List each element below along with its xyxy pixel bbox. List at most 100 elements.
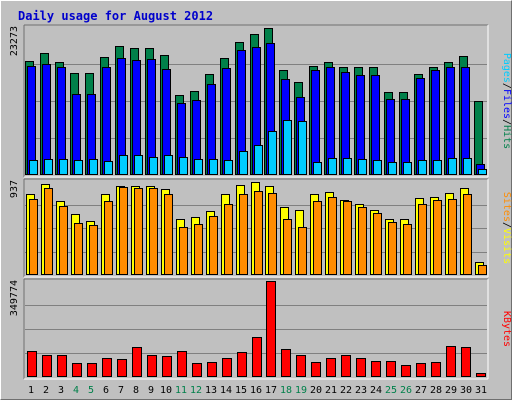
bar-kbytes-day-20 <box>311 362 321 377</box>
bar-sites-day-24 <box>373 213 382 275</box>
bar-sites-day-22 <box>343 201 352 275</box>
bar-sites-day-3 <box>59 206 68 275</box>
legend-visits-sites: Sites/Visits <box>501 192 512 264</box>
bar-kbytes-day-8 <box>132 347 142 377</box>
bar-sites-day-19 <box>298 227 307 275</box>
bar-pages-day-16 <box>254 145 263 175</box>
bar-kbytes-day-10 <box>162 356 172 377</box>
bar-sites-day-14 <box>224 204 233 275</box>
day-label-22: 22 <box>340 385 352 396</box>
bar-kbytes-day-16 <box>252 337 262 377</box>
legend-separator: / <box>501 83 512 89</box>
bar-files-day-14 <box>222 68 231 175</box>
bar-pages-day-31 <box>478 169 487 175</box>
day-axis: 1 2 3 4 5 6 7 8 9 10 11 12 13 14 15 16 17 18 19 20 21 22 23 24 2… <box>28 385 487 396</box>
bar-sites-day-7 <box>119 187 128 275</box>
day-label-25: 25 <box>385 385 397 396</box>
day-label-18: 18 <box>280 385 292 396</box>
day-label-28: 28 <box>430 385 442 396</box>
bar-pages-day-23 <box>358 159 367 175</box>
bar-pages-day-18 <box>283 120 292 175</box>
legend-separator: / <box>501 222 512 228</box>
bar-pages-day-2 <box>44 159 53 175</box>
bar-sites-day-2 <box>44 188 53 275</box>
bar-pages-day-7 <box>119 155 128 175</box>
bar-sites-day-20 <box>313 201 322 275</box>
bar-kbytes-day-31 <box>476 373 486 377</box>
bar-files-day-28 <box>431 70 440 175</box>
bar-pages-day-13 <box>209 159 218 175</box>
bar-kbytes-day-24 <box>371 361 381 377</box>
day-label-23: 23 <box>355 385 367 396</box>
bar-pages-day-27 <box>418 160 427 175</box>
bar-kbytes-day-23 <box>356 358 366 377</box>
bar-sites-day-28 <box>433 200 442 275</box>
day-label-15: 15 <box>235 385 247 396</box>
bar-sites-day-1 <box>29 199 38 275</box>
bar-sites-day-23 <box>358 207 367 275</box>
day-label-6: 6 <box>103 385 109 396</box>
bar-pages-day-17 <box>268 131 277 175</box>
bar-kbytes-day-27 <box>416 363 426 377</box>
day-label-5: 5 <box>88 385 94 396</box>
day-label-8: 8 <box>133 385 139 396</box>
bar-pages-day-30 <box>463 158 472 175</box>
bar-sites-day-26 <box>403 224 412 275</box>
y-max-label: 937 <box>9 180 20 198</box>
day-label-1: 1 <box>28 385 34 396</box>
legend-hits: Hits <box>501 125 512 149</box>
day-label-7: 7 <box>118 385 124 396</box>
day-label-19: 19 <box>295 385 307 396</box>
bar-kbytes-day-15 <box>237 352 247 377</box>
day-label-29: 29 <box>445 385 457 396</box>
bar-pages-day-28 <box>433 160 442 175</box>
bar-sites-day-18 <box>283 219 292 275</box>
day-label-14: 14 <box>220 385 232 396</box>
day-label-2: 2 <box>43 385 49 396</box>
bar-sites-day-4 <box>74 223 83 275</box>
bar-kbytes-day-2 <box>42 355 52 377</box>
bar-files-day-20 <box>311 70 320 175</box>
legend-sites: Sites <box>501 192 512 222</box>
bar-pages-day-22 <box>343 158 352 175</box>
bar-sites-day-5 <box>89 225 98 275</box>
bar-pages-day-6 <box>104 161 113 175</box>
bar-sites-day-16 <box>254 191 263 275</box>
bar-kbytes-day-25 <box>386 361 396 377</box>
legend-separator: / <box>501 119 512 125</box>
bar-kbytes-day-9 <box>147 355 157 377</box>
bar-files-day-1 <box>27 66 36 175</box>
bar-pages-day-10 <box>164 155 173 175</box>
day-label-13: 13 <box>205 385 217 396</box>
day-label-11: 11 <box>175 385 187 396</box>
bar-sites-day-29 <box>448 199 457 275</box>
legend-kbytes: KBytes <box>501 311 512 347</box>
bar-files-day-3 <box>57 67 66 175</box>
bar-kbytes-day-18 <box>281 349 291 377</box>
bar-pages-day-8 <box>134 155 143 175</box>
bar-pages-day-14 <box>224 160 233 175</box>
legend-pages: Pages <box>501 53 512 83</box>
bar-files-day-6 <box>102 67 111 175</box>
day-label-12: 12 <box>190 385 202 396</box>
bar-sites-day-15 <box>239 194 248 275</box>
bar-pages-day-26 <box>403 162 412 175</box>
day-label-17: 17 <box>265 385 277 396</box>
bar-pages-day-20 <box>313 162 322 175</box>
panel-visits-sites: 937 Sites/Visits <box>9 178 512 278</box>
y-max-label: 349774 <box>9 280 20 316</box>
legend-traffic: Pages/Files/Hits <box>501 53 512 149</box>
bar-pages-day-5 <box>89 159 98 175</box>
bar-hits-day-31 <box>474 101 483 175</box>
bar-kbytes-day-4 <box>72 363 82 377</box>
bar-sites-day-25 <box>388 222 397 275</box>
bar-pages-day-15 <box>239 151 248 175</box>
day-label-10: 10 <box>160 385 172 396</box>
bar-kbytes-day-22 <box>341 355 351 377</box>
bar-kbytes-day-14 <box>222 358 232 377</box>
bar-pages-day-21 <box>328 158 337 175</box>
bar-sites-day-27 <box>418 204 427 275</box>
bar-sites-day-11 <box>179 227 188 275</box>
